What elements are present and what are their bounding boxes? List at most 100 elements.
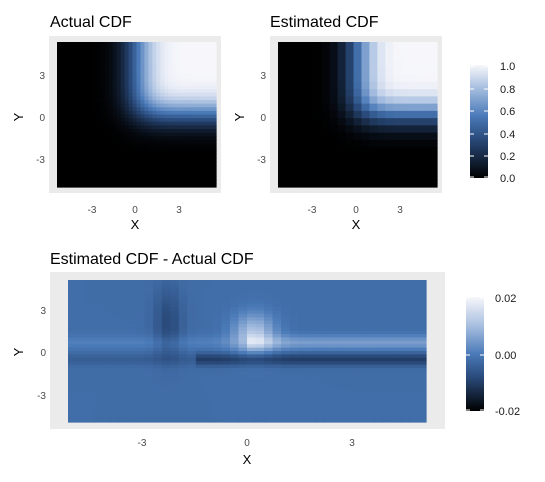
heatmap-cell — [433, 81, 438, 87]
heatmap-cell — [421, 179, 426, 184]
heatmap-cell — [332, 293, 342, 298]
heatmap-cell — [397, 52, 402, 58]
heatmap-cell — [357, 118, 363, 123]
heatmap-cell — [212, 52, 217, 58]
heatmap-cell — [373, 89, 378, 94]
heatmap-cell — [170, 317, 180, 322]
heatmap-cell — [187, 408, 197, 413]
heatmap-cell — [357, 129, 363, 134]
heatmap-cell — [128, 183, 134, 188]
heatmap-cell — [281, 327, 291, 332]
heatmap-cell — [413, 103, 418, 108]
heatmap-cell — [278, 60, 283, 65]
heatmap-cell — [212, 183, 217, 188]
heatmap-cell — [305, 143, 311, 148]
heatmap-cell — [170, 361, 180, 366]
heatmap-cell — [116, 45, 122, 50]
heatmap-cell — [184, 118, 189, 123]
heatmap-cell — [341, 92, 347, 97]
heatmap-cell — [144, 118, 150, 123]
heatmap-cell — [345, 63, 351, 68]
heatmap-cell — [421, 121, 426, 126]
heatmap-cell — [192, 49, 197, 54]
heatmap-cell — [391, 347, 402, 352]
heatmap-cell — [178, 317, 188, 322]
heatmap-cell — [315, 313, 325, 318]
heatmap-cell — [305, 154, 311, 159]
heatmap-cell — [76, 391, 86, 396]
heatmap-cell — [281, 337, 291, 342]
heatmap-cell — [340, 401, 350, 406]
heatmap-cell — [212, 107, 217, 112]
heatmap-cell — [72, 132, 78, 137]
heatmap-cell — [408, 357, 419, 362]
heatmap-cell — [306, 280, 316, 284]
heatmap-cell — [383, 367, 393, 372]
heatmap-cell — [204, 179, 209, 184]
heatmap-cell — [405, 172, 410, 177]
heatmap-cell — [204, 129, 209, 134]
heatmap-cell — [417, 364, 427, 369]
heatmap-cell — [285, 100, 291, 105]
heatmap-cell — [187, 405, 197, 410]
heatmap-cell — [417, 176, 422, 181]
heatmap-cell — [321, 136, 327, 141]
heatmap-cell — [120, 78, 126, 83]
heatmap-cell — [369, 67, 375, 72]
heatmap-cell — [357, 78, 363, 83]
heatmap-cell — [170, 344, 180, 349]
heatmap-cell — [68, 317, 78, 322]
heatmap-cell — [341, 158, 347, 163]
heatmap-cell — [76, 394, 86, 399]
heatmap-cell — [136, 56, 142, 61]
heatmap-cell — [391, 411, 402, 416]
heatmap-cell — [57, 103, 62, 108]
heatmap-cell — [357, 330, 367, 335]
heatmap-cell — [345, 96, 351, 101]
heatmap-cell — [57, 71, 62, 76]
heatmap-cell — [383, 296, 393, 301]
heatmap-cell — [212, 408, 223, 413]
heatmap-cell — [204, 67, 209, 72]
heatmap-cell — [229, 347, 240, 352]
heatmap-cell — [361, 92, 367, 97]
heatmap-cell — [272, 354, 282, 359]
heatmap-cell — [408, 351, 419, 355]
heatmap-cell — [84, 74, 90, 79]
heatmap-cell — [361, 67, 367, 72]
heatmap-cell — [297, 60, 303, 65]
heatmap-cell — [409, 67, 414, 72]
heatmap-cell — [76, 364, 86, 369]
heatmap-cell — [298, 378, 308, 383]
heatmap-cell — [76, 42, 82, 47]
heatmap-cell — [212, 378, 223, 383]
heatmap-cell — [153, 391, 163, 396]
heatmap-cell — [425, 150, 430, 155]
heatmap-cell — [221, 347, 231, 352]
heatmap-cell — [204, 85, 209, 90]
heatmap-cell — [112, 172, 118, 177]
heatmap-cell — [417, 388, 427, 393]
heatmap-cell — [229, 327, 240, 332]
heatmap-cell — [393, 150, 398, 155]
heatmap-cell — [408, 367, 419, 372]
heatmap-cell — [76, 344, 86, 349]
heatmap-cell — [298, 418, 308, 423]
heatmap-cell — [385, 114, 390, 119]
heatmap-cell — [132, 56, 138, 61]
heatmap-cell — [393, 89, 398, 94]
heatmap-cell — [293, 81, 299, 87]
heatmap-cell — [385, 161, 390, 166]
heatmap-cell — [128, 176, 134, 181]
heatmap-cell — [104, 125, 110, 130]
heatmap-cell — [212, 60, 217, 65]
heatmap-cell — [127, 391, 137, 396]
heatmap-cell — [92, 183, 98, 188]
heatmap-cell — [110, 334, 120, 339]
heatmap-cell — [369, 92, 375, 97]
heatmap-cell — [120, 161, 126, 166]
heatmap-cell — [80, 96, 86, 101]
heatmap-cell — [332, 378, 342, 383]
heatmap-cell — [393, 49, 398, 54]
heatmap-cell — [413, 89, 418, 94]
